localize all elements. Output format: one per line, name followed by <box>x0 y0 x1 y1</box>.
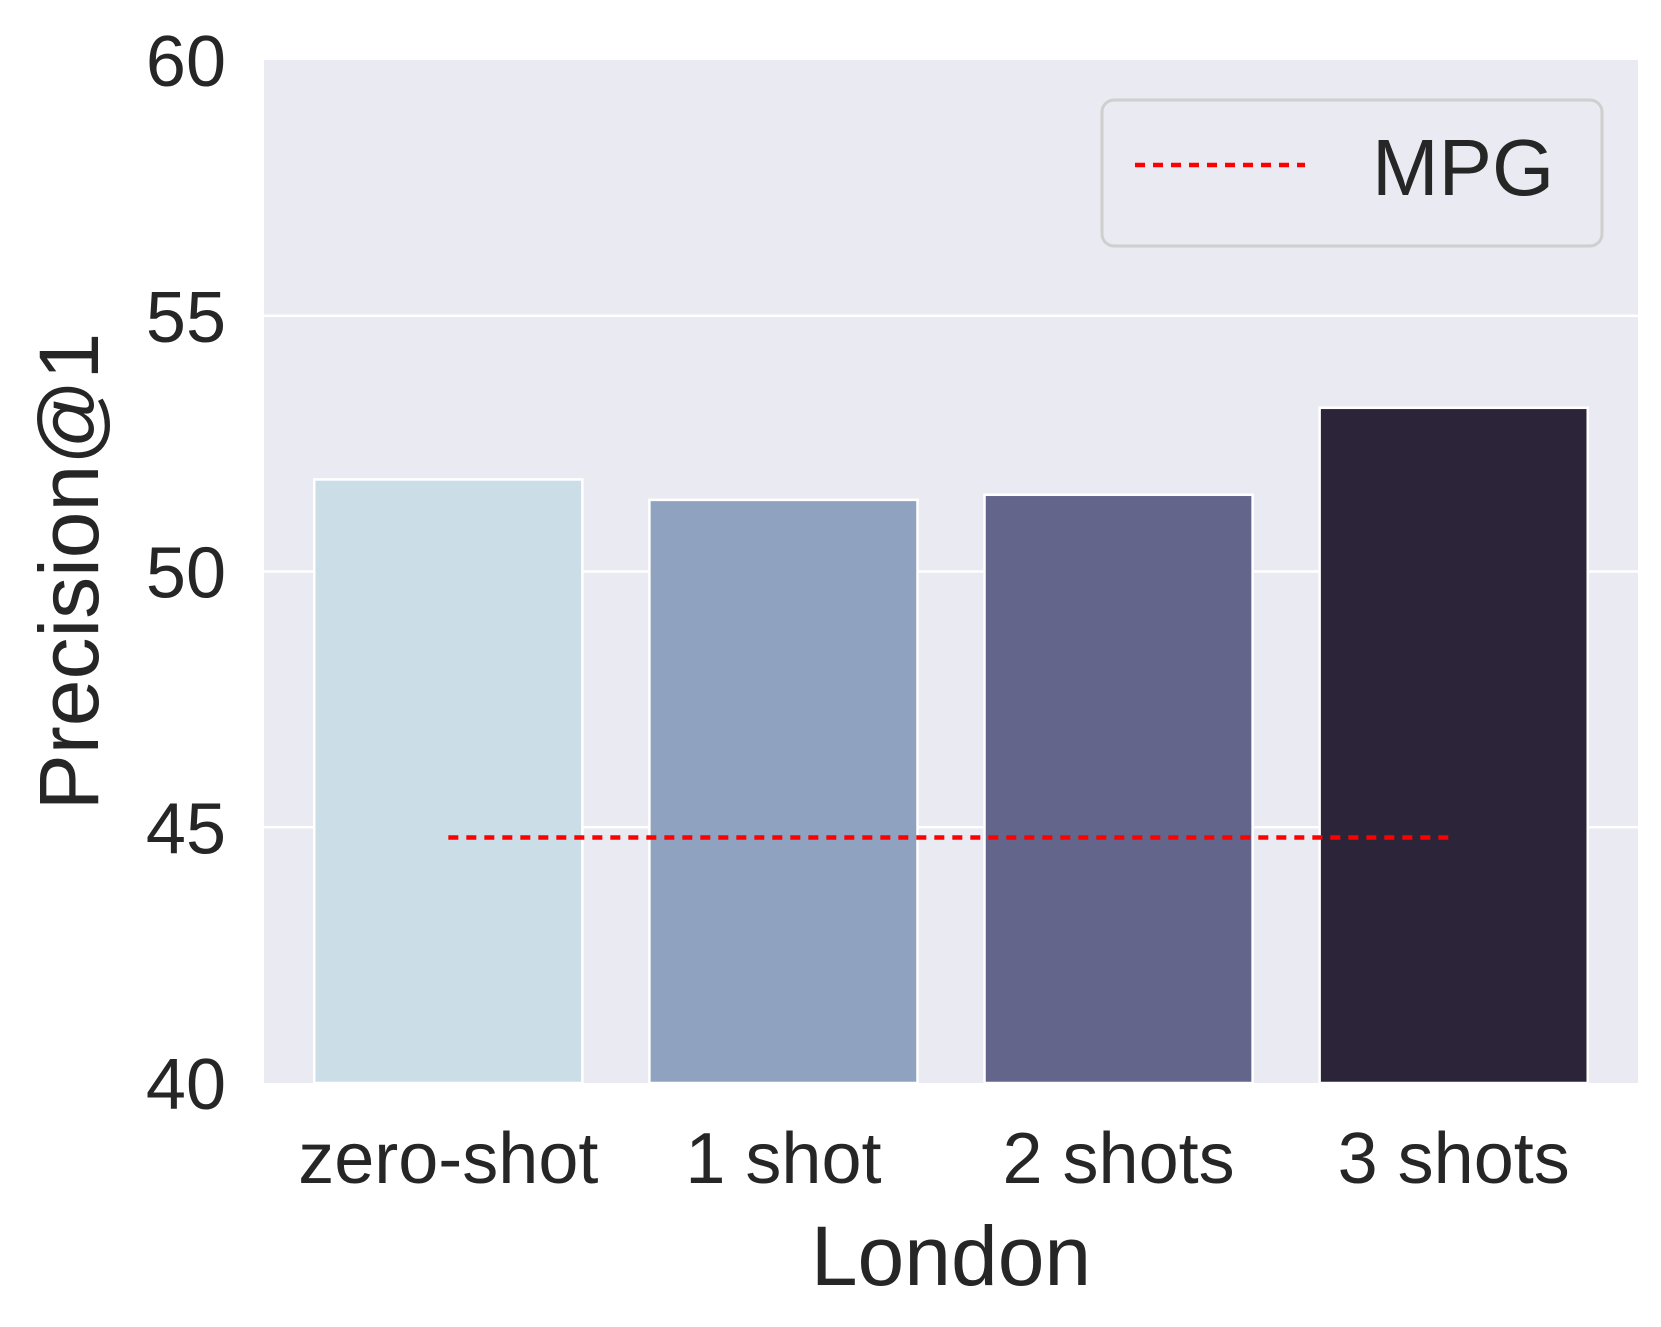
y-tick-labels: 40 45 50 55 60 <box>146 22 226 1125</box>
y-tick-label: 55 <box>146 278 226 358</box>
legend-label-mpg: MPG <box>1372 123 1554 212</box>
x-tick-labels: zero-shot 1 shot 2 shots 3 shots <box>298 1119 1570 1199</box>
y-tick-label: 45 <box>146 789 226 869</box>
y-axis-label: Precision@1 <box>22 333 116 810</box>
legend-box <box>1100 98 1604 248</box>
x-tick-label: 1 shot <box>685 1119 881 1199</box>
x-tick-label: zero-shot <box>298 1119 598 1199</box>
legend: MPG <box>1100 98 1604 248</box>
y-tick-label: 40 <box>146 1045 226 1125</box>
x-tick-label: 3 shots <box>1338 1119 1570 1199</box>
x-axis-label: London <box>811 1209 1091 1303</box>
y-tick-label: 50 <box>146 534 226 614</box>
bar <box>648 498 919 1085</box>
bar <box>313 478 584 1085</box>
bar <box>1318 406 1589 1085</box>
y-tick-label: 60 <box>146 22 226 102</box>
x-tick-label: 2 shots <box>1002 1119 1234 1199</box>
bars <box>313 406 1589 1085</box>
bar <box>983 493 1254 1085</box>
